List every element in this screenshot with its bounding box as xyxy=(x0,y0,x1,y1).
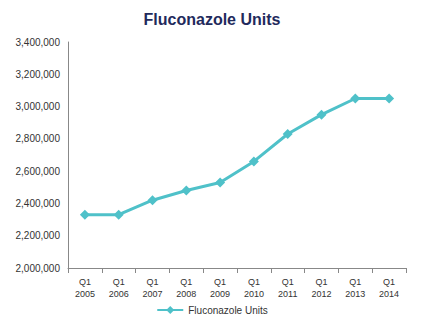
svg-text:2010: 2010 xyxy=(244,289,264,299)
svg-text:2009: 2009 xyxy=(210,289,230,299)
svg-text:2011: 2011 xyxy=(278,289,297,299)
svg-text:2006: 2006 xyxy=(109,289,129,299)
svg-text:Q1: Q1 xyxy=(248,277,260,287)
svg-text:Q1: Q1 xyxy=(214,277,226,287)
svg-text:Q1: Q1 xyxy=(146,277,158,287)
svg-text:Fluconazole Units: Fluconazole Units xyxy=(188,305,267,316)
svg-text:2014: 2014 xyxy=(379,289,399,299)
svg-text:Q1: Q1 xyxy=(79,277,91,287)
svg-text:3,400,000: 3,400,000 xyxy=(16,37,61,48)
svg-text:Fluconazole Units: Fluconazole Units xyxy=(144,11,281,28)
svg-text:2,200,000: 2,200,000 xyxy=(16,230,61,241)
svg-text:2,000,000: 2,000,000 xyxy=(16,263,61,274)
svg-text:2,600,000: 2,600,000 xyxy=(16,166,61,177)
svg-text:2013: 2013 xyxy=(345,289,365,299)
svg-text:2012: 2012 xyxy=(311,289,331,299)
svg-text:2007: 2007 xyxy=(142,289,162,299)
svg-text:2,400,000: 2,400,000 xyxy=(16,198,61,209)
svg-text:Q1: Q1 xyxy=(113,277,125,287)
svg-text:Q1: Q1 xyxy=(282,277,294,287)
svg-text:Q1: Q1 xyxy=(383,277,395,287)
svg-text:2005: 2005 xyxy=(75,289,95,299)
svg-text:Q1: Q1 xyxy=(349,277,361,287)
svg-text:3,000,000: 3,000,000 xyxy=(16,101,61,112)
svg-text:Q1: Q1 xyxy=(180,277,192,287)
svg-text:Q1: Q1 xyxy=(315,277,327,287)
svg-text:2008: 2008 xyxy=(176,289,196,299)
svg-text:2,800,000: 2,800,000 xyxy=(16,133,61,144)
svg-text:3,200,000: 3,200,000 xyxy=(16,69,61,80)
